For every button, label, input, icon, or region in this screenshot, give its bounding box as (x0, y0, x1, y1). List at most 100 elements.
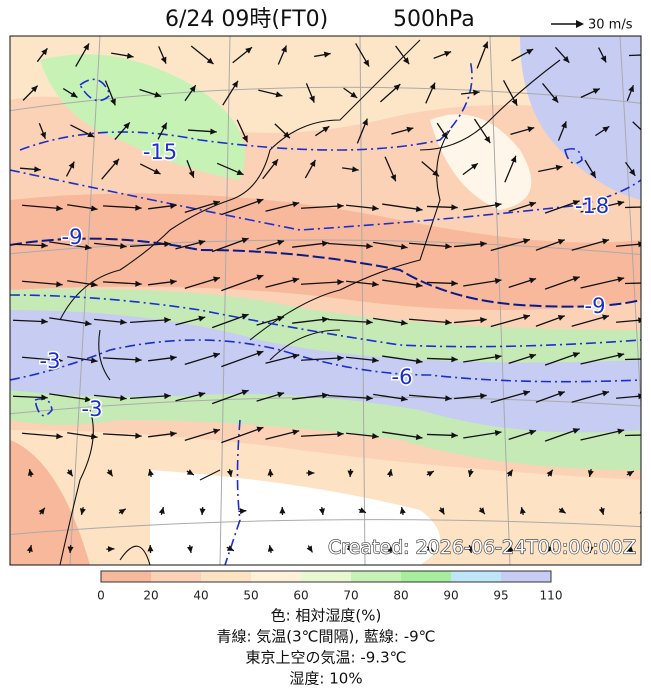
wind-head (186, 546, 193, 553)
wind-head (523, 238, 530, 245)
wind-head (529, 353, 537, 360)
wind-shaft (624, 434, 641, 437)
wind-head (415, 358, 423, 365)
caption-line: 青線: 気温(3℃間隔), 藍線: -9℃ (216, 628, 435, 646)
wind-shaft (628, 54, 641, 57)
wind-head (120, 242, 127, 250)
wind-shaft (300, 205, 344, 209)
contour-label: -18 (575, 194, 609, 218)
colorbar-tick: 95 (493, 589, 508, 603)
wind-head (337, 355, 344, 362)
wind-shaft (130, 242, 171, 248)
wind-head (600, 55, 607, 63)
wind-head (188, 170, 195, 178)
wind-shaft (300, 433, 344, 437)
wind-head (256, 350, 264, 357)
wind-head (236, 169, 244, 175)
wind-head (451, 356, 458, 363)
wind-head (309, 95, 315, 103)
wind-head (602, 238, 610, 245)
wind-head (41, 394, 48, 401)
wind-head (406, 126, 414, 133)
wind-head (557, 315, 565, 321)
wind-head (523, 314, 530, 321)
contour-label: -15 (143, 140, 177, 164)
wind-head (386, 469, 393, 476)
wind-head (321, 240, 329, 247)
wind-shaft (463, 431, 502, 439)
title-time: 6/24 09時(FT0) (165, 7, 328, 32)
caption-line: 色: 相対湿度(%) (271, 607, 382, 625)
wind-arrows (12, 41, 641, 554)
wind-head (482, 41, 489, 49)
wind-head (40, 131, 46, 139)
wind-shaft (211, 389, 249, 405)
wind-head (426, 471, 434, 477)
wind-head (529, 429, 537, 436)
wind-head (366, 395, 373, 402)
wind-head (84, 244, 92, 251)
wind-head (206, 57, 214, 65)
wind-head (451, 432, 458, 439)
wind-head (241, 313, 249, 320)
wind-head (507, 545, 514, 552)
wind-head (352, 166, 359, 173)
wind-shaft (624, 282, 641, 285)
wind-shaft (328, 318, 373, 324)
wind-shaft (130, 318, 171, 324)
contour-label: -6 (392, 365, 413, 389)
wind-head (562, 55, 570, 63)
wind-head (400, 395, 408, 402)
wind-head (602, 314, 610, 321)
wind-head (126, 52, 134, 59)
wind-head (337, 431, 344, 438)
wind-head (557, 391, 565, 397)
wind-head (441, 131, 448, 139)
wind-head (164, 393, 171, 400)
wind-head (558, 507, 566, 514)
wind-head (480, 317, 487, 324)
wind-head (366, 319, 373, 326)
wind-head (154, 91, 162, 98)
wind-head (638, 241, 641, 248)
wind-head (277, 239, 285, 246)
wind-head (572, 352, 580, 358)
wind-head (602, 390, 610, 397)
wind-shaft (22, 432, 63, 438)
wind-head (279, 507, 286, 514)
wind-head (213, 428, 220, 435)
wind-shaft (49, 241, 92, 249)
wind-head (90, 357, 98, 364)
wind-shaft (624, 206, 641, 209)
wind-head (372, 433, 379, 440)
wind-head (480, 241, 487, 248)
wind-shaft (382, 355, 423, 363)
wind-head (429, 82, 436, 90)
wind-head (213, 352, 220, 359)
wind-head (638, 393, 641, 400)
wind-head (158, 507, 165, 515)
wind-head (161, 122, 167, 130)
wind-head (451, 280, 458, 287)
wind-shaft (211, 237, 249, 253)
wind-shaft (580, 429, 625, 441)
wind-head (135, 280, 142, 287)
wind-head (153, 168, 161, 175)
wind-head (120, 394, 127, 402)
wind-head (321, 392, 329, 399)
wind-head (337, 203, 344, 210)
wind-head (467, 470, 474, 477)
wind-head (529, 201, 537, 208)
wind-head (239, 508, 247, 515)
wind-head (147, 469, 154, 476)
wind-head (400, 243, 408, 250)
wind-head (484, 136, 491, 144)
wind-head (34, 166, 41, 173)
wind-shaft (328, 242, 373, 248)
wind-head (292, 429, 300, 436)
wind-head (31, 85, 38, 93)
wind-head (399, 507, 406, 514)
wind-shaft (580, 353, 625, 365)
wind-shaft (102, 281, 142, 285)
wind-head (256, 198, 264, 205)
